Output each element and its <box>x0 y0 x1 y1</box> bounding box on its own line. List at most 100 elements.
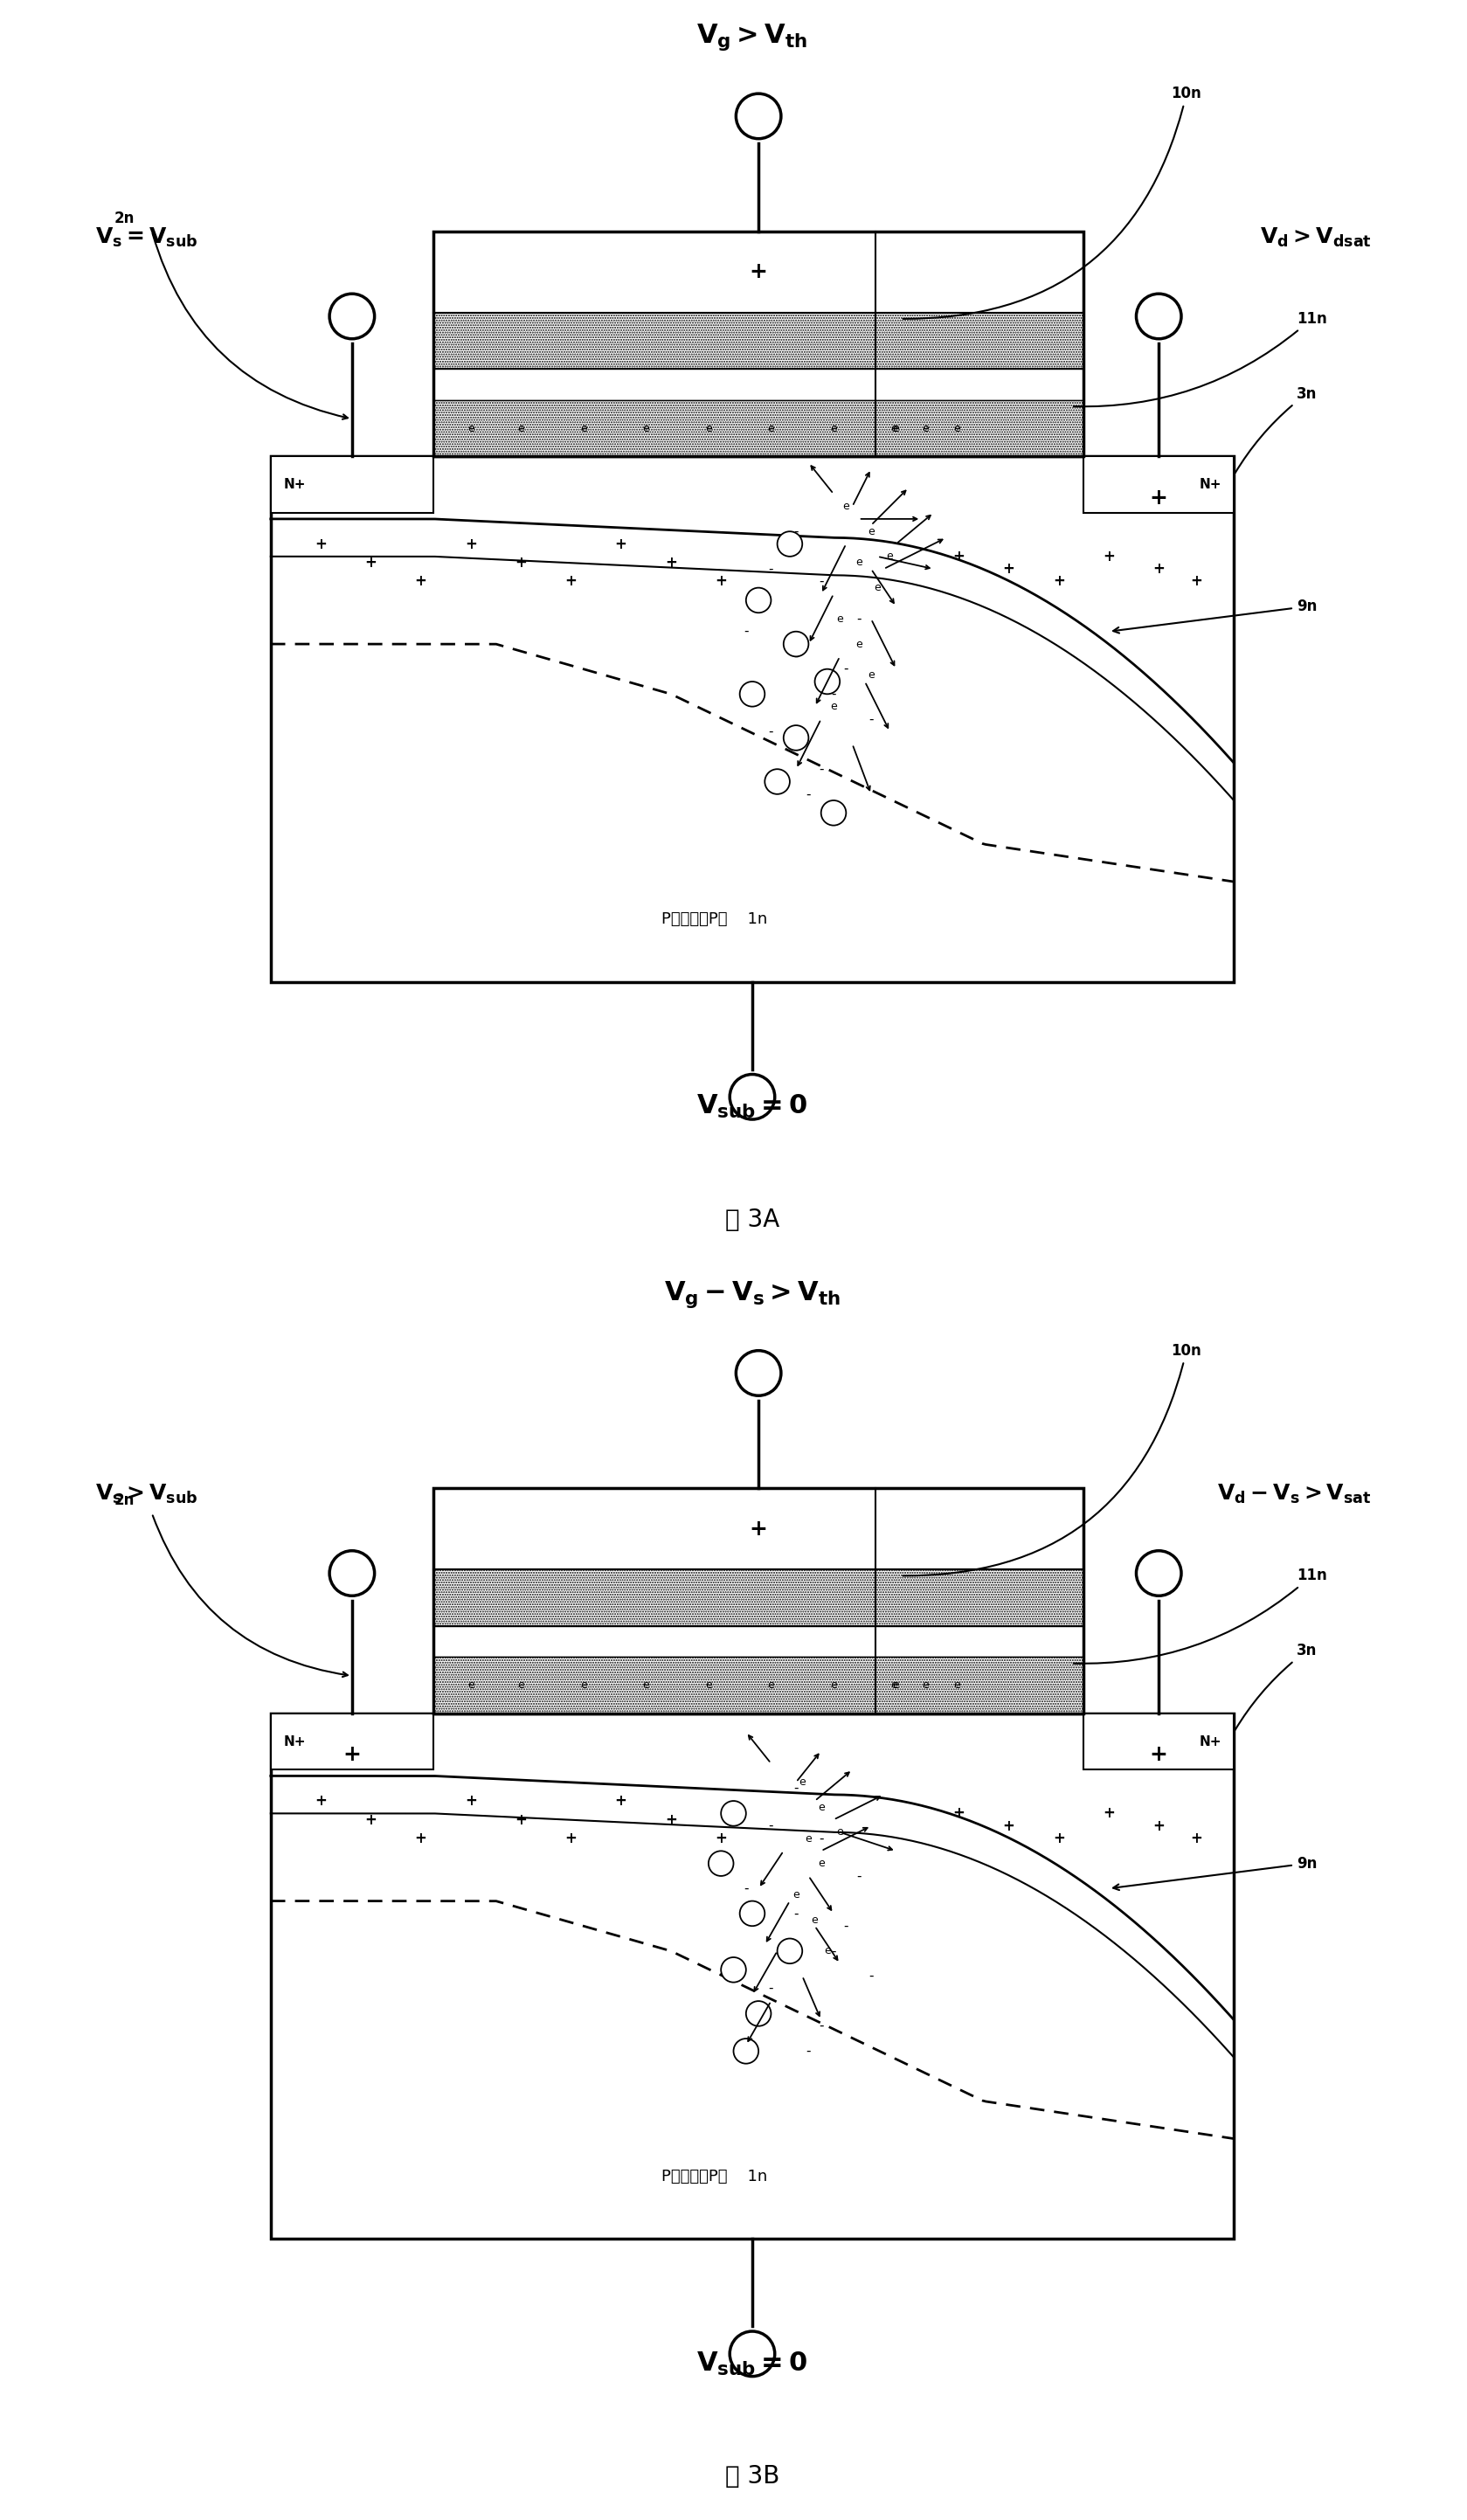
Text: +: + <box>365 554 377 570</box>
Text: e: e <box>890 423 898 433</box>
Text: +: + <box>1103 549 1115 564</box>
Text: -: - <box>832 688 836 701</box>
Circle shape <box>783 726 808 751</box>
Text: e: e <box>886 552 893 562</box>
Text: +: + <box>1053 575 1065 590</box>
Bar <box>1084 456 1234 512</box>
Text: 3n: 3n <box>1235 386 1317 474</box>
Text: e: e <box>874 582 880 592</box>
Text: e: e <box>643 1678 650 1691</box>
Text: $\mathbf{V_g - V_s > V_{th}}$: $\mathbf{V_g - V_s > V_{th}}$ <box>665 1280 841 1310</box>
Text: e: e <box>836 1827 844 1837</box>
Bar <box>433 368 1084 401</box>
Text: +: + <box>615 537 626 552</box>
Text: -: - <box>868 713 873 726</box>
Circle shape <box>1137 1550 1181 1595</box>
Text: e: e <box>842 501 849 512</box>
Circle shape <box>736 93 780 139</box>
Text: N+: N+ <box>1199 1734 1222 1749</box>
Text: N+: N+ <box>1199 479 1222 491</box>
Text: e: e <box>893 1678 899 1691</box>
Text: +: + <box>615 1794 626 1809</box>
Text: +: + <box>952 549 965 564</box>
Text: -: - <box>819 575 823 587</box>
Text: 图 3B: 图 3B <box>725 2465 779 2490</box>
Text: -: - <box>794 650 798 663</box>
Text: 3n: 3n <box>1235 1643 1317 1731</box>
Text: e: e <box>518 423 524 433</box>
Bar <box>1084 1714 1234 1769</box>
Text: -: - <box>794 524 798 537</box>
Text: e: e <box>867 527 874 537</box>
Text: e: e <box>890 1678 898 1691</box>
Text: e: e <box>468 1678 474 1691</box>
Text: -: - <box>819 1832 823 1845</box>
Text: +: + <box>952 1804 965 1822</box>
Text: e: e <box>817 1802 824 1812</box>
Text: 2n: 2n <box>114 1492 135 1509</box>
Text: e: e <box>800 1777 805 1787</box>
Text: -: - <box>819 2019 823 2034</box>
Text: +: + <box>1053 1830 1065 1847</box>
Bar <box>433 1489 1084 1714</box>
Bar <box>433 1570 1084 1625</box>
Text: +: + <box>465 1794 477 1809</box>
Text: +: + <box>343 1744 361 1764</box>
Circle shape <box>747 2001 772 2026</box>
Text: P型衬底或P阱    1n: P型衬底或P阱 1n <box>662 2167 767 2185</box>
Text: +: + <box>1153 562 1165 577</box>
Bar <box>271 1714 1234 2238</box>
Bar <box>433 401 1084 456</box>
Text: e: e <box>792 1890 800 1900</box>
Text: e: e <box>811 1915 819 1925</box>
Text: -: - <box>844 1920 848 1933</box>
Text: e: e <box>830 1678 838 1691</box>
Text: e: e <box>706 423 711 433</box>
Text: 10n: 10n <box>904 1343 1201 1575</box>
Circle shape <box>720 1802 747 1827</box>
Text: e: e <box>830 701 838 713</box>
Text: +: + <box>1150 486 1168 509</box>
Text: $\mathbf{V_{sub} = 0}$: $\mathbf{V_{sub} = 0}$ <box>697 1094 808 1121</box>
Circle shape <box>734 2039 758 2064</box>
Circle shape <box>814 668 839 693</box>
Text: -: - <box>857 612 861 625</box>
Text: -: - <box>769 562 773 575</box>
Circle shape <box>330 295 374 338</box>
Text: +: + <box>565 1830 577 1847</box>
Bar <box>433 312 1084 368</box>
Circle shape <box>736 1351 780 1396</box>
Text: -: - <box>744 1882 748 1895</box>
Text: +: + <box>515 554 527 570</box>
Circle shape <box>709 1852 734 1875</box>
Text: 10n: 10n <box>904 86 1201 320</box>
Text: e: e <box>579 423 587 433</box>
Circle shape <box>729 1074 775 1119</box>
Text: e: e <box>824 1945 830 1956</box>
Text: e: e <box>468 423 474 433</box>
Text: 2n: 2n <box>114 212 135 227</box>
Text: +: + <box>515 1812 527 1827</box>
Text: +: + <box>314 1794 327 1809</box>
Text: +: + <box>565 575 577 590</box>
Text: -: - <box>832 1945 836 1958</box>
Text: e: e <box>954 423 961 433</box>
Text: -: - <box>819 764 823 776</box>
Text: e: e <box>830 423 838 433</box>
Text: +: + <box>665 1812 676 1827</box>
Bar <box>433 1489 1084 1570</box>
Text: e: e <box>867 670 874 680</box>
Text: e: e <box>855 638 863 650</box>
Text: +: + <box>1190 1830 1203 1847</box>
Text: P型衬底或P阱    1n: P型衬底或P阱 1n <box>662 912 767 927</box>
Text: +: + <box>365 1812 377 1827</box>
Text: -: - <box>844 663 848 675</box>
Bar <box>271 1714 433 1769</box>
Text: +: + <box>665 554 676 570</box>
Text: e: e <box>923 1678 929 1691</box>
Circle shape <box>764 769 789 794</box>
Circle shape <box>1137 295 1181 338</box>
Bar <box>433 1625 1084 1658</box>
Text: +: + <box>314 537 327 552</box>
Text: +: + <box>714 575 728 590</box>
